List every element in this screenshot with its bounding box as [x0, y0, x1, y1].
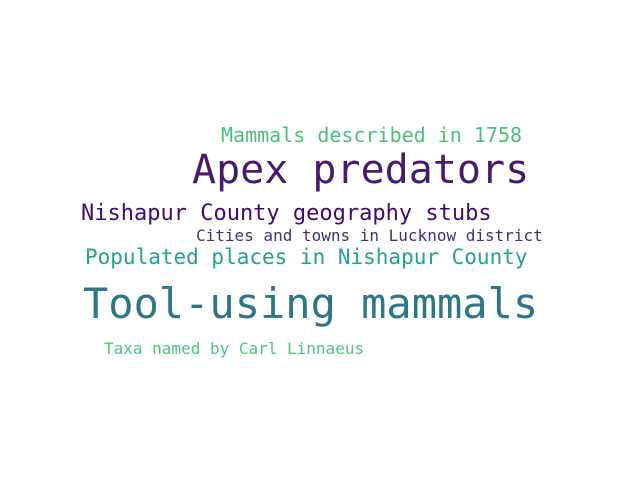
word-taxa-named-by-carl-linnaeus: Taxa named by Carl Linnaeus: [104, 339, 365, 358]
word-tool-using-mammals: Tool-using mammals: [83, 279, 539, 328]
word-cities-and-towns-in-lucknow-district: Cities and towns in Lucknow district: [196, 226, 543, 245]
word-mammals-described-in-1758: Mammals described in 1758: [221, 123, 523, 147]
word-nishapur-county-geography-stubs: Nishapur County geography stubs: [81, 201, 492, 226]
word-populated-places-in-nishapur-county: Populated places in Nishapur County: [85, 245, 528, 269]
word-apex-predators: Apex predators: [192, 147, 530, 193]
